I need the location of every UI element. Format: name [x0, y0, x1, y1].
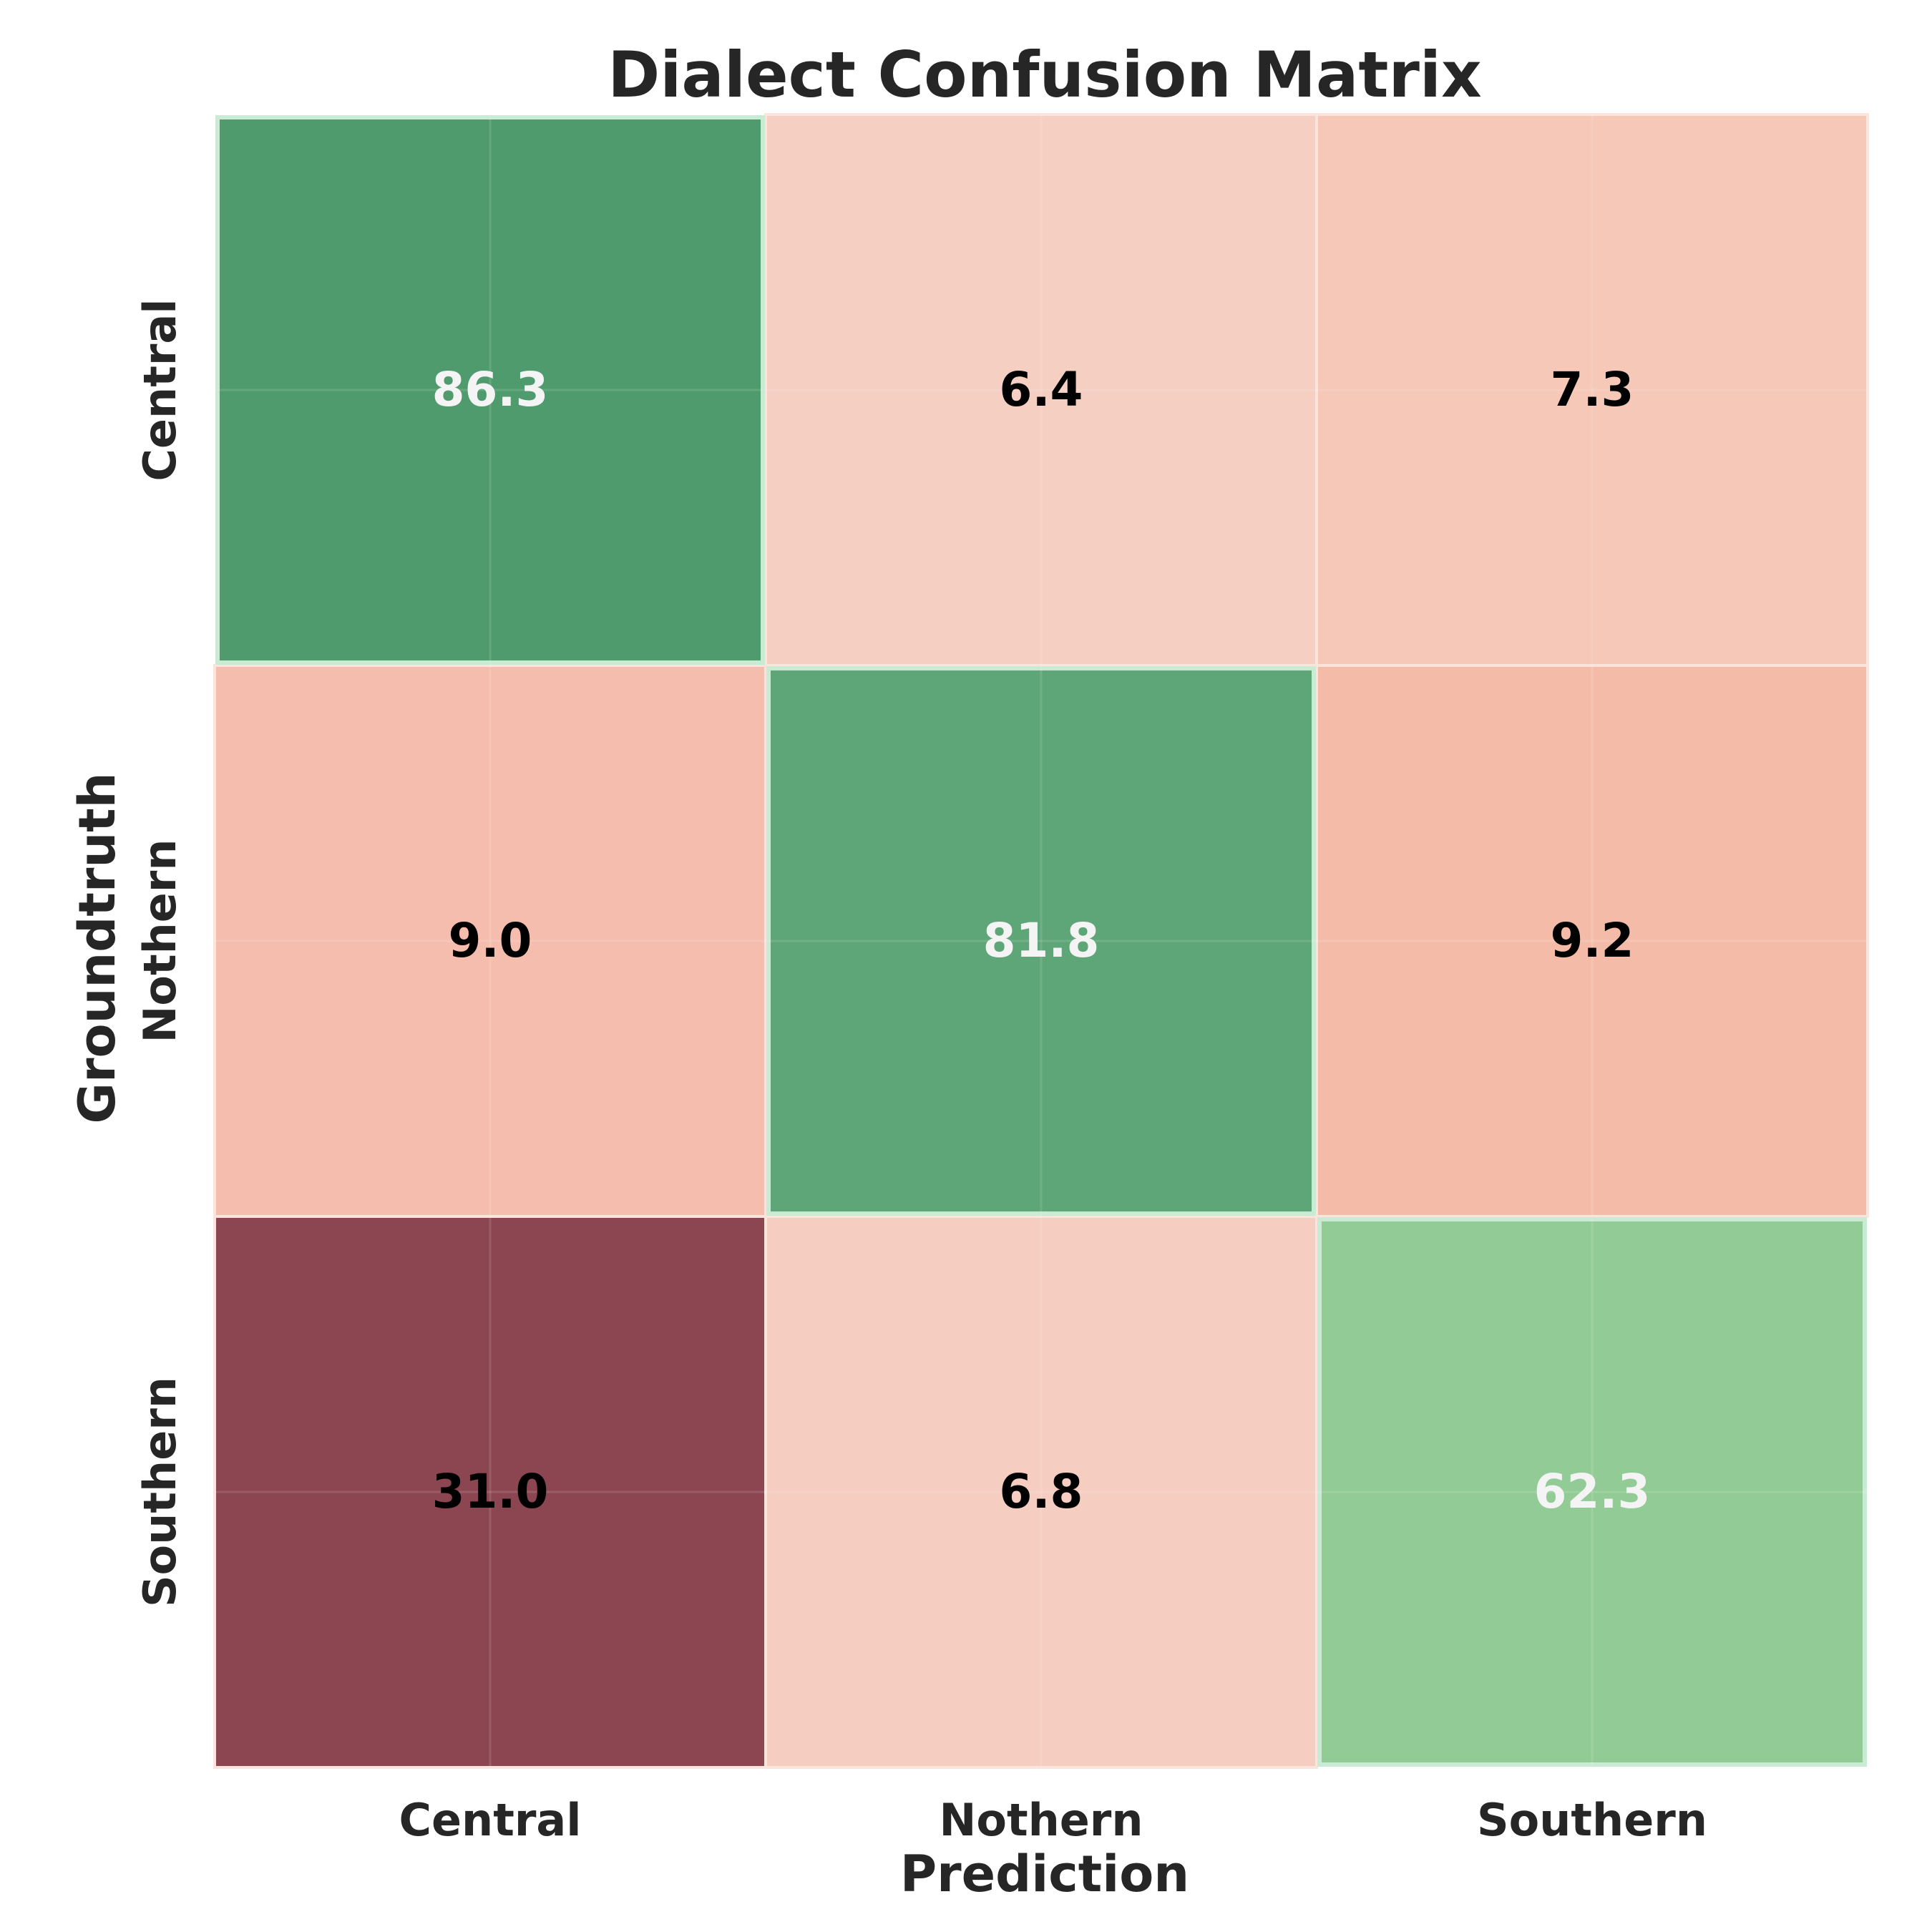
x-tick-label: Central: [399, 1794, 582, 1846]
heatmap-cell-1-2: [1315, 664, 1869, 1218]
heatmap-cell-0-0: [215, 115, 765, 665]
y-axis-label: Groundtruth: [68, 773, 127, 1124]
x-tick-label: Southern: [1477, 1794, 1707, 1846]
cell-value-label: 9.0: [449, 913, 532, 968]
cell-value-labels: 86.3 6.4 7.3 9.0 81.8 9.2 31.0 6.8 62.3: [432, 362, 1651, 1519]
heatmap-cell-1-1: [766, 666, 1316, 1216]
heatmap-cell-1-0: [213, 664, 767, 1218]
cell-value-label: 6.8: [1000, 1464, 1083, 1519]
y-tick-label: Central: [134, 299, 186, 482]
gridlines: [215, 114, 1868, 1767]
x-tick-labels: Central Nothern Southern: [399, 1794, 1707, 1846]
cell-value-label: 31.0: [432, 1464, 549, 1519]
x-tick-label: Nothern: [939, 1794, 1143, 1846]
y-tick-label: Nothern: [134, 839, 186, 1043]
cell-value-label: 81.8: [983, 913, 1100, 968]
cell-value-label: 6.4: [1000, 362, 1083, 417]
heatmap-cell-2-1: [764, 1215, 1318, 1769]
y-tick-label: Southern: [134, 1377, 186, 1607]
heatmap-cell-0-1: [764, 113, 1318, 667]
heatmap-cell-2-2: [1317, 1217, 1867, 1767]
chart-title: Dialect Confusion Matrix: [608, 38, 1482, 112]
y-tick-labels: Central Nothern Southern: [134, 299, 186, 1607]
cell-value-label: 86.3: [432, 362, 549, 417]
cell-value-label: 62.3: [1534, 1464, 1651, 1519]
x-axis-label: Prediction: [900, 1845, 1189, 1903]
heatmap-cells: [213, 113, 1869, 1769]
cell-value-label: 9.2: [1551, 913, 1634, 968]
heatmap-cell-0-2: [1315, 113, 1869, 667]
cell-value-label: 7.3: [1551, 362, 1634, 417]
heatmap-cell-2-0: [213, 1215, 767, 1769]
